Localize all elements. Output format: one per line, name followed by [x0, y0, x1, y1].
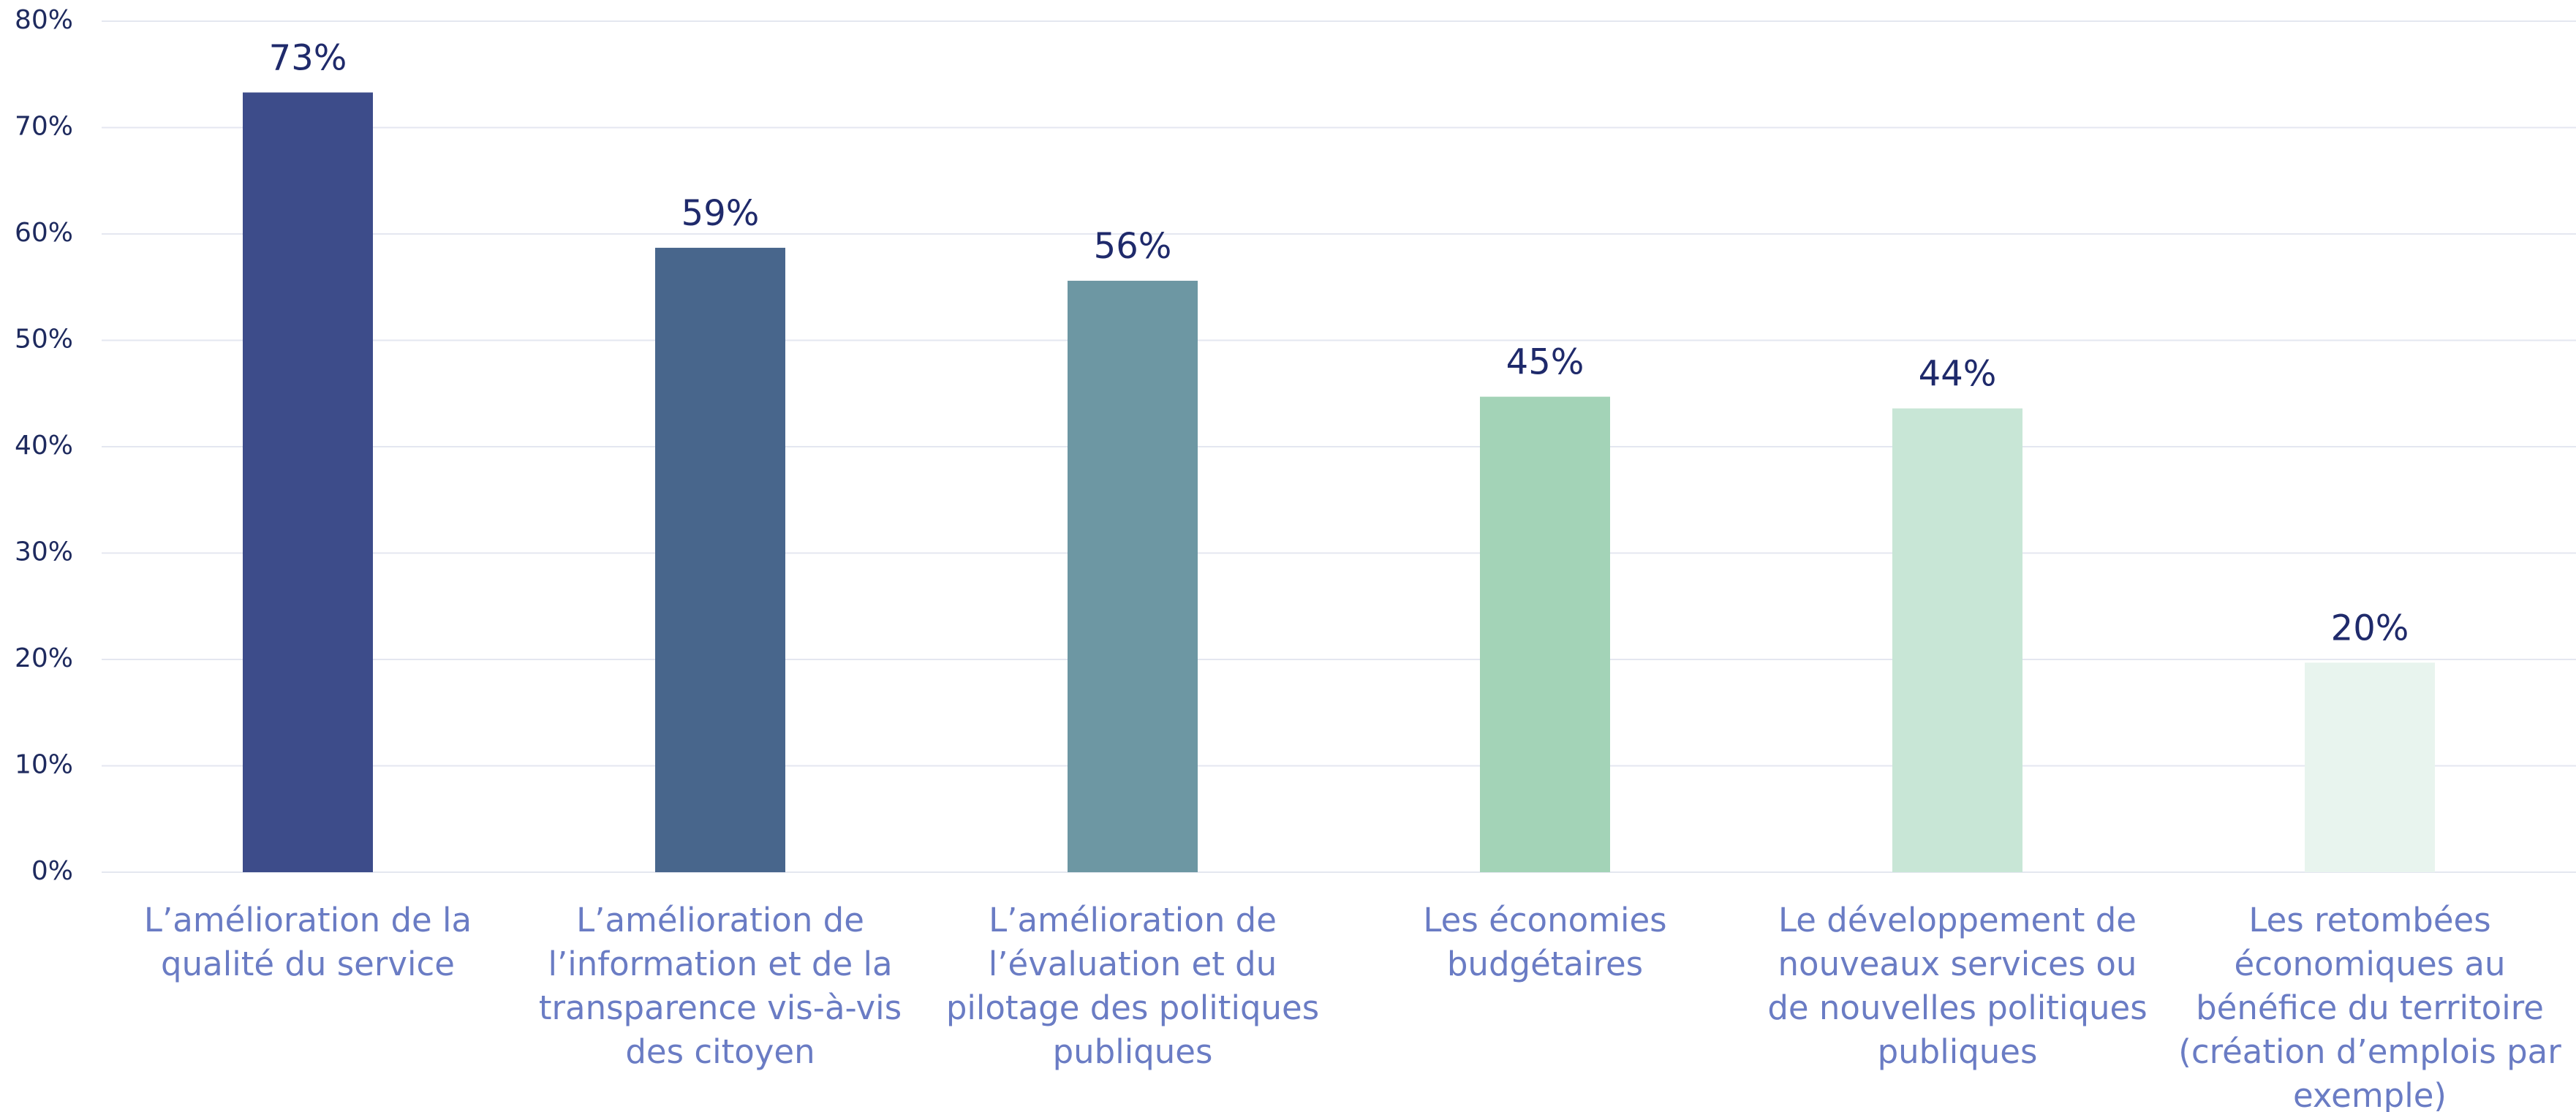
x-tick-label: L’amélioration de l’évaluation et du pil…: [945, 901, 1320, 1071]
bar: [655, 247, 785, 872]
value-label: 45%: [1506, 342, 1584, 383]
bar: [1068, 281, 1198, 872]
x-tick-label: Les économies budgétaires: [1423, 901, 1667, 983]
bar: [1892, 408, 2022, 872]
y-tick-label: 40%: [15, 431, 73, 461]
y-tick-label: 30%: [15, 537, 73, 567]
value-label: 59%: [681, 193, 760, 234]
value-label: 56%: [1094, 226, 1172, 267]
y-tick-label: 50%: [15, 325, 73, 355]
y-tick-label: 10%: [15, 750, 73, 780]
y-tick-label: 70%: [15, 112, 73, 142]
x-tick-label: L’amélioration de la qualité du service: [143, 901, 472, 983]
x-tick-label: Le développement de nouveaux services ou…: [1767, 901, 2148, 1071]
y-tick-label: 20%: [15, 643, 73, 673]
y-tick-label: 60%: [15, 218, 73, 248]
value-label: 73%: [269, 37, 347, 78]
bar: [2305, 662, 2435, 872]
x-tick-label: L’amélioration de l’information et de la…: [538, 901, 902, 1071]
bar: [1480, 396, 1610, 872]
bar: [243, 92, 373, 873]
y-tick-label: 80%: [15, 5, 73, 35]
value-label: 44%: [1919, 354, 1997, 395]
y-tick-label: 0%: [31, 856, 73, 886]
value-label: 20%: [2331, 608, 2409, 648]
x-tick-label: Les retombées économiques au bénéfice du…: [2178, 901, 2561, 1112]
